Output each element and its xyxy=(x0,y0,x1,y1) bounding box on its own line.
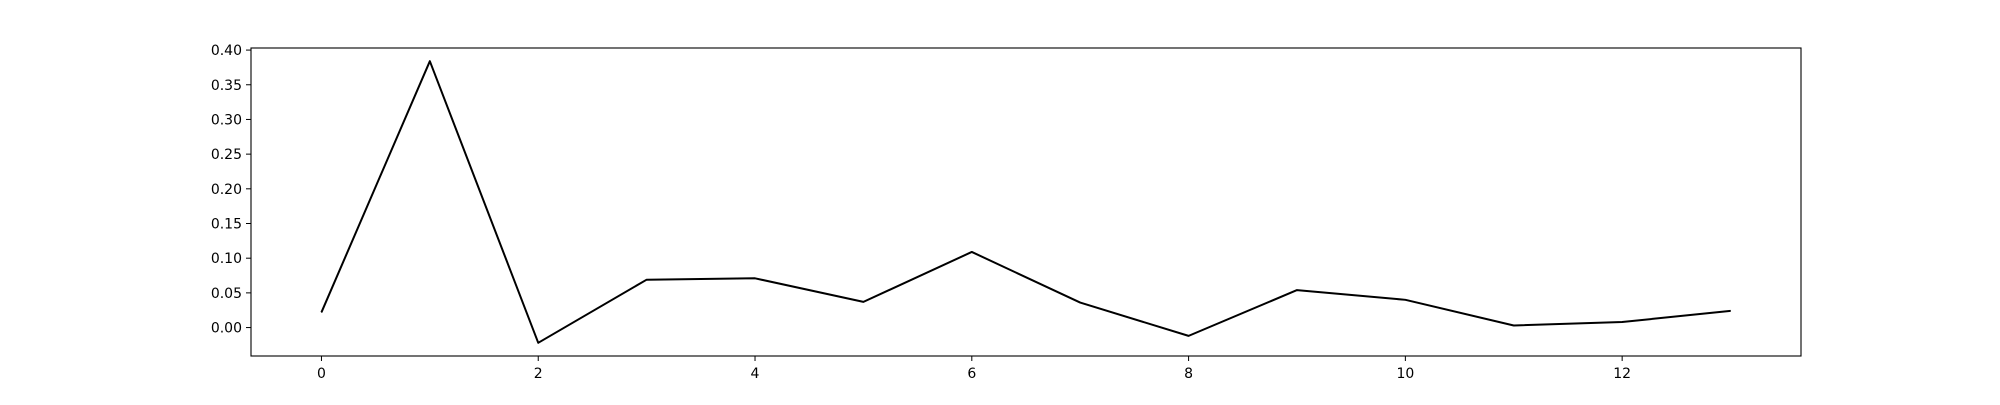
series-line xyxy=(320,60,1731,344)
y-axis-ticks: 0.00 0.05 0.10 0.15 0.20 0.25 0.30 0.35 0.40 xyxy=(211,43,251,337)
y-tick-label: 0.15 xyxy=(211,217,242,233)
data-point xyxy=(1730,310,1732,312)
x-tick-label: 0 xyxy=(317,366,326,382)
data-point xyxy=(1296,289,1298,291)
data-point xyxy=(1188,335,1190,337)
x-tick-label: 10 xyxy=(1396,366,1414,382)
data-point xyxy=(862,301,864,303)
x-tick-label: 8 xyxy=(1184,366,1193,382)
plot-area-frame xyxy=(250,47,1802,357)
y-tick-label: 0.10 xyxy=(211,251,242,267)
data-point xyxy=(646,279,648,281)
x-tick-label: 2 xyxy=(534,366,543,382)
data-point xyxy=(971,251,973,253)
x-tick-label: 12 xyxy=(1613,366,1631,382)
y-tick-label: 0.35 xyxy=(211,78,242,94)
data-point xyxy=(537,342,539,344)
x-tick-label: 4 xyxy=(751,366,760,382)
data-point xyxy=(1079,302,1081,304)
y-tick-label: 0.00 xyxy=(211,321,242,337)
y-tick-label: 0.05 xyxy=(211,286,242,302)
data-point xyxy=(1404,299,1406,301)
y-tick-label: 0.40 xyxy=(211,43,242,59)
data-point xyxy=(320,311,322,313)
x-axis-ticks: 0 2 4 6 8 10 12 xyxy=(317,356,1631,382)
data-point xyxy=(1621,321,1623,323)
y-tick-label: 0.20 xyxy=(211,182,242,198)
data-point xyxy=(429,60,431,62)
data-point xyxy=(1513,324,1515,326)
y-tick-label: 0.25 xyxy=(211,147,242,163)
series-layer xyxy=(320,60,1732,344)
data-point xyxy=(754,277,756,279)
x-tick-label: 6 xyxy=(967,366,976,382)
y-tick-label: 0.30 xyxy=(211,112,242,128)
